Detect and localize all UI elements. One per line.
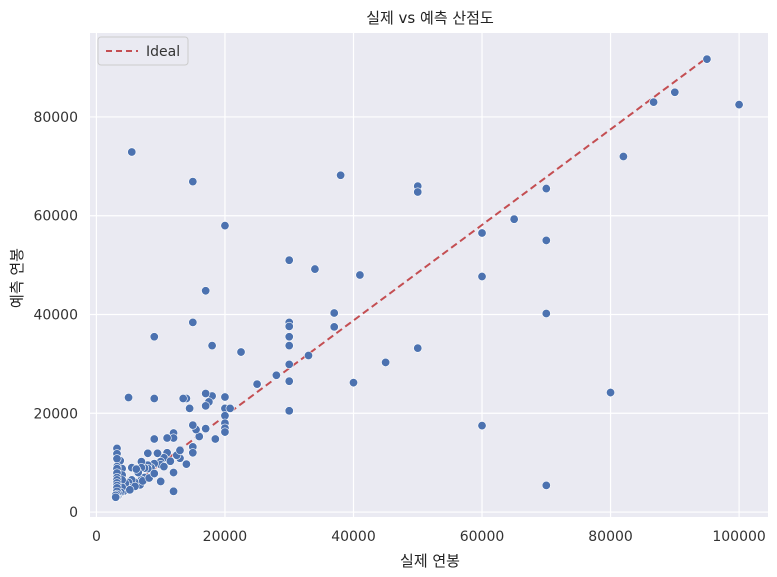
data-point [178, 393, 188, 403]
y-tick-label: 0 [69, 505, 78, 521]
data-point [236, 347, 246, 357]
x-tick-label: 20000 [203, 529, 248, 545]
chart-title: 실제 vs 예측 산점도 [366, 9, 494, 27]
data-point [271, 370, 281, 380]
y-tick-label: 20000 [33, 406, 78, 422]
x-tick-label: 0 [92, 529, 101, 545]
grid [90, 33, 768, 517]
data-point [188, 420, 198, 430]
data-point [185, 403, 195, 413]
x-tick-label: 60000 [460, 529, 505, 545]
ideal-line [115, 56, 708, 499]
data-point [329, 322, 339, 332]
data-point [413, 343, 423, 353]
x-tick-label: 80000 [588, 529, 633, 545]
data-point [734, 100, 744, 110]
data-point [252, 379, 262, 389]
data-point [111, 492, 121, 502]
data-point [188, 177, 198, 187]
y-tick-label: 80000 [33, 110, 78, 126]
data-point [124, 392, 134, 402]
data-point [509, 214, 519, 224]
data-point [210, 434, 220, 444]
data-point [541, 480, 551, 490]
data-point [165, 456, 175, 466]
data-point [413, 187, 423, 197]
data-point [159, 462, 169, 472]
data-point [225, 403, 235, 413]
legend-ideal-label: Ideal [146, 44, 180, 60]
data-point [220, 221, 230, 231]
data-point [156, 476, 166, 486]
tick-labels: 0 20000 40000 60000 80000 100000 0 20000 40000 60… [33, 110, 765, 545]
x-tick-label: 40000 [331, 529, 376, 545]
data-point [125, 485, 135, 495]
data-point [169, 468, 179, 478]
data-point [381, 357, 391, 367]
data-point [477, 421, 487, 431]
data-point [284, 321, 294, 331]
data-point [220, 392, 230, 402]
data-point [541, 309, 551, 319]
data-point [143, 448, 153, 458]
data-point [127, 147, 137, 157]
points-group [111, 54, 744, 502]
data-point [355, 270, 365, 280]
data-point [284, 359, 294, 369]
data-point [284, 376, 294, 386]
data-point [152, 448, 162, 458]
data-point [112, 454, 122, 464]
data-point [175, 445, 185, 455]
data-point [670, 87, 680, 97]
y-axis-label: 예측 연봉 [8, 248, 26, 308]
data-point [201, 389, 211, 399]
data-point [649, 97, 659, 107]
y-tick-label: 40000 [33, 308, 78, 324]
data-point [702, 54, 712, 64]
data-point [329, 308, 339, 318]
data-point [284, 332, 294, 342]
data-point [162, 433, 172, 443]
data-point [131, 464, 141, 474]
data-point [284, 341, 294, 351]
data-point [149, 393, 159, 403]
data-point [149, 434, 159, 444]
data-point [606, 388, 616, 398]
data-point [477, 271, 487, 281]
data-point [348, 378, 358, 388]
data-point [304, 351, 314, 361]
legend: Ideal [97, 36, 189, 66]
data-point [188, 317, 198, 327]
data-point [477, 228, 487, 238]
data-point [284, 255, 294, 265]
data-point [181, 459, 191, 469]
data-point [284, 406, 294, 416]
data-point [201, 286, 211, 296]
legend-box [97, 36, 189, 66]
data-point [149, 469, 159, 479]
data-point [149, 332, 159, 342]
x-tick-label: 100000 [712, 529, 765, 545]
data-point [207, 341, 217, 351]
data-point [201, 424, 211, 434]
ideal-line-group [115, 56, 708, 499]
data-point [541, 235, 551, 245]
data-point [618, 151, 628, 161]
data-point [541, 184, 551, 194]
data-point [169, 486, 179, 496]
data-point [310, 264, 320, 274]
x-axis-label: 실제 연봉 [400, 552, 460, 570]
data-point [188, 448, 198, 458]
data-point [220, 427, 230, 437]
data-point [201, 401, 211, 411]
y-tick-label: 60000 [33, 209, 78, 225]
data-point [336, 170, 346, 180]
